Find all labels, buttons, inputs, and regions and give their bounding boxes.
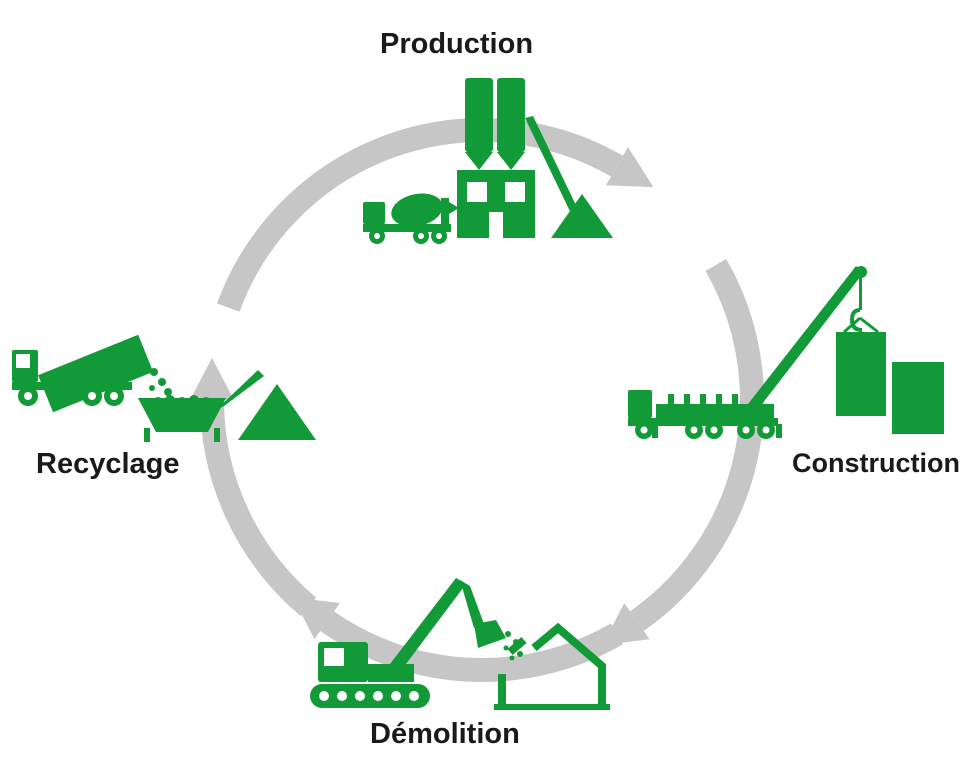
construction-icon xyxy=(628,254,948,454)
production-icon xyxy=(355,78,615,248)
cycle-diagram: Production Construction Démolition Recyc… xyxy=(0,0,964,768)
construction-label: Construction xyxy=(792,448,960,479)
recyclage-label: Recyclage xyxy=(36,448,180,481)
recyclage-icon xyxy=(12,298,322,448)
production-label: Production xyxy=(380,28,533,61)
demolition-label: Démolition xyxy=(370,718,520,751)
demolition-icon xyxy=(310,556,610,716)
